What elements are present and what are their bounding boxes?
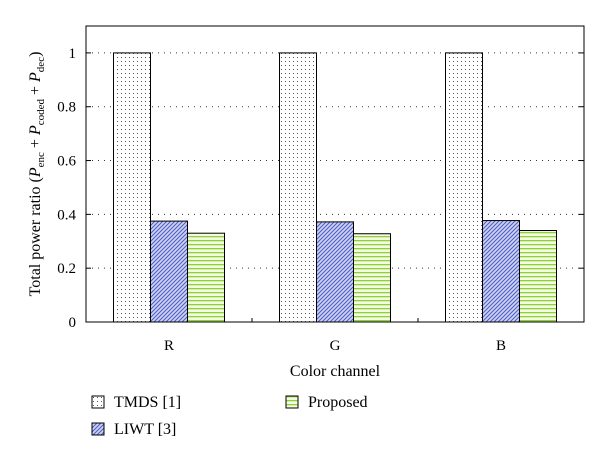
y-tick-label: 1 [69,46,77,62]
bar-tmds-1-g [279,52,317,323]
bar-proposed-r [187,232,225,323]
legend-label: LIWT [3] [114,421,176,438]
legend-label: TMDS [1] [114,394,181,411]
x-tick-label: R [164,338,174,354]
bar-liwt-3-b [482,220,520,323]
x-tick-label: B [496,338,506,354]
y-tick-label: 0 [69,315,77,331]
y-axis-ticks: 0 0.2 0.4 0.6 0.8 1 [57,46,584,331]
legend-swatch [91,395,105,409]
legend-label: Proposed [308,394,368,411]
y-axis-label: Total power ratio (Penc​ + Pcoded​ + Pde… [27,52,47,297]
legend: TMDS [1] LIWT [3] Proposed [91,394,368,438]
bar-liwt-3-r [150,220,188,323]
y-tick-label: 0.8 [57,100,76,116]
bar-proposed-b [519,230,557,323]
bar-liwt-3-g [316,221,354,323]
legend-swatch [91,422,105,436]
bar-tmds-1-b [445,52,483,323]
x-axis-label: Color channel [290,363,381,380]
plot-frame [85,25,585,323]
y-tick-label: 0.6 [57,154,76,170]
x-tick-label: G [330,338,341,354]
bars-group [113,52,557,323]
y-tick-label: 0.4 [57,207,76,223]
bar-tmds-1-r [113,52,151,323]
bar-proposed-g [353,233,391,323]
legend-swatch [285,395,299,409]
y-tick-label: 0.2 [57,261,76,277]
